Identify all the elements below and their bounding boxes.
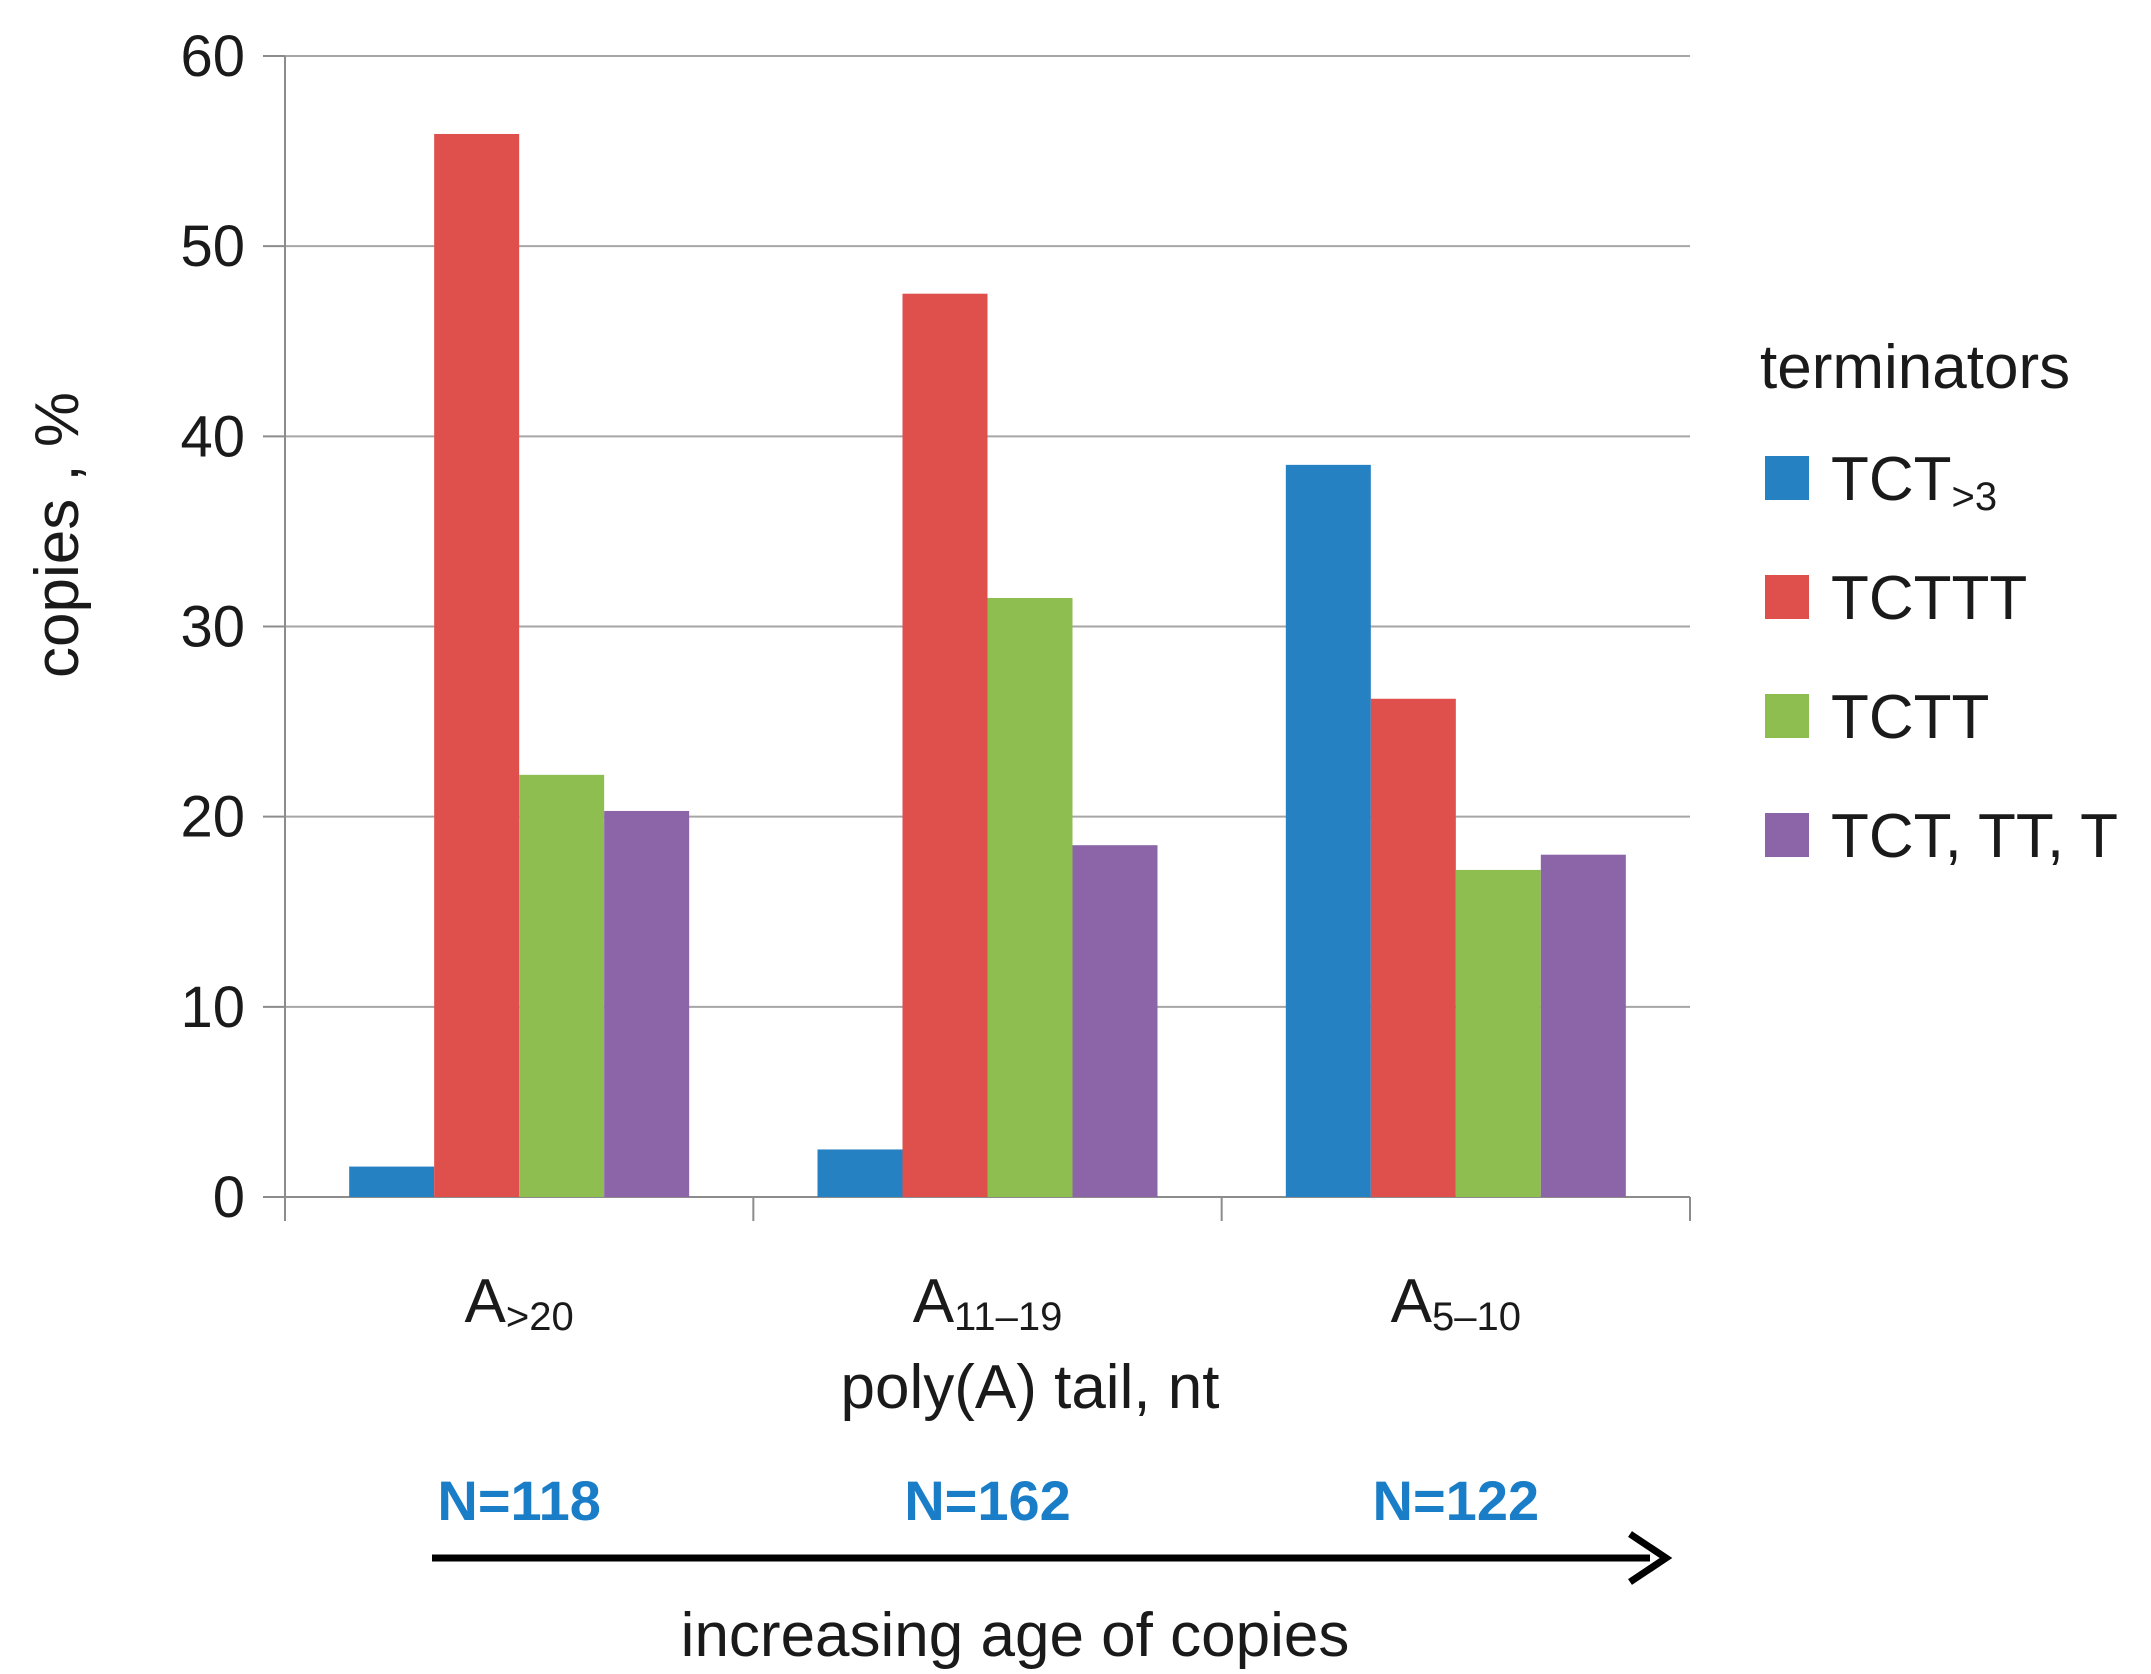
legend-swatch [1765, 575, 1809, 619]
bar-tct-3 [1285, 464, 1371, 1197]
y-tick-labels: 0 10 20 30 40 50 60 [180, 24, 245, 1230]
x-category-label: A11–19 [913, 1267, 1063, 1339]
bar-tct-2 [817, 1149, 903, 1197]
x-category-labels: A>20 A11–19 A5–10 [465, 1267, 1521, 1339]
sample-counts: N=118 N=162 N=122 [437, 1469, 1539, 1532]
legend-swatch [1765, 813, 1809, 857]
legend-label: TCT>3 [1831, 445, 1997, 519]
x-axis-title: poly(A) tail, nt [840, 1353, 1219, 1422]
sample-count: N=118 [437, 1469, 601, 1532]
bar-tctt-2 [987, 597, 1073, 1197]
legend: terminators TCT>3 TCTTT TCTT TCT, TT, T [1760, 333, 2118, 871]
y-axis-title: copies , % [23, 392, 92, 678]
bar-tctt-1 [519, 774, 605, 1197]
legend-title: terminators [1760, 333, 2070, 402]
y-tick-label: 10 [180, 975, 245, 1040]
legend-label: TCT, TT, T [1831, 802, 2118, 871]
y-tick-label: 30 [180, 595, 245, 660]
legend-swatch [1765, 694, 1809, 738]
legend-label: TCTTT [1831, 564, 2027, 633]
sample-count: N=162 [904, 1469, 1071, 1532]
bar-tct-tt-t-1 [604, 810, 690, 1197]
bar-tcttt-3 [1370, 698, 1456, 1197]
age-arrow-label: increasing age of copies [681, 1601, 1350, 1670]
legend-label: TCTT [1831, 683, 1989, 752]
bars [349, 133, 1626, 1197]
bar-tct-tt-t-2 [1072, 845, 1158, 1197]
y-tick-label: 60 [180, 24, 245, 89]
x-category-label: A5–10 [1391, 1267, 1521, 1339]
y-tick-label: 20 [180, 785, 245, 850]
y-tick-label: 40 [180, 404, 245, 469]
y-tick-label: 50 [180, 214, 245, 279]
x-category-label: A>20 [465, 1267, 574, 1339]
legend-swatch [1765, 456, 1809, 500]
bar-tct-tt-t-3 [1540, 854, 1626, 1197]
age-arrow-head [1628, 1531, 1673, 1585]
sample-count: N=122 [1373, 1469, 1540, 1532]
age-arrow [432, 1531, 1673, 1585]
bar-tct-1 [349, 1166, 435, 1197]
bar-tctt-3 [1455, 869, 1541, 1197]
bar-tcttt-1 [434, 133, 520, 1197]
y-tick-label: 0 [213, 1165, 245, 1230]
bar-tcttt-2 [902, 293, 988, 1197]
